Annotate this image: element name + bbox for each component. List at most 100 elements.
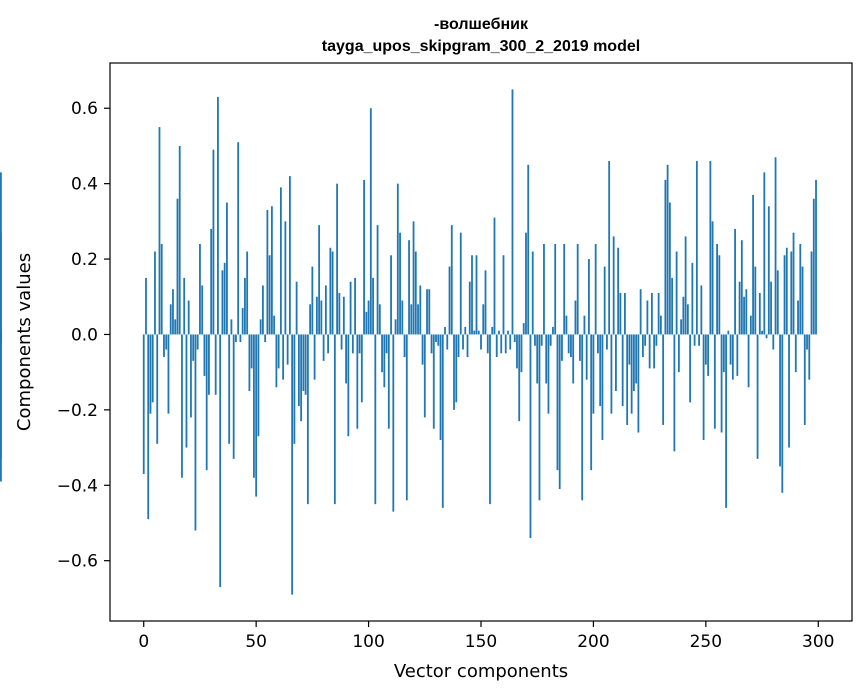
bar-29 [208, 334, 210, 395]
bar-16 [178, 145, 181, 335]
bar-11 [167, 334, 170, 414]
bar-158 [498, 330, 500, 335]
bar-6 [156, 334, 159, 444]
bar-34 [219, 334, 222, 588]
bar-178 [543, 243, 545, 335]
bar-185 [558, 334, 561, 490]
bar-236 [673, 334, 676, 452]
bar-125 [423, 334, 426, 418]
bar-88 [340, 334, 343, 350]
bar-79 [320, 300, 323, 335]
bar-290 [794, 334, 797, 373]
bar-115 [401, 300, 404, 335]
bar-92 [349, 281, 352, 335]
bar-40 [232, 334, 235, 459]
bar-279 [770, 281, 772, 335]
x-tick-label: 50 [245, 632, 267, 652]
bar-277 [765, 334, 768, 339]
bar-267 [743, 296, 745, 335]
bar-74 [309, 304, 312, 335]
bar-170 [525, 232, 527, 335]
bar-114 [399, 232, 401, 335]
bar-64 [286, 334, 289, 365]
bar-252 [709, 161, 712, 335]
bar-235 [671, 277, 674, 335]
bar-128 [430, 334, 433, 354]
bar-57 [270, 206, 273, 335]
bar-273 [756, 334, 759, 459]
bar-174 [534, 334, 536, 346]
bar-69 [297, 334, 300, 407]
bar-195 [581, 334, 584, 501]
bar-163 [509, 334, 512, 350]
bar-249 [702, 334, 705, 441]
bar-35 [221, 270, 224, 335]
bar-177 [540, 334, 543, 346]
y-tick-label: 0.0 [71, 325, 98, 345]
bar-287 [788, 334, 790, 448]
bar-95 [356, 334, 359, 429]
bar-254 [713, 334, 716, 429]
bar-99 [365, 311, 368, 335]
bar-137 [450, 225, 453, 335]
bar-63 [284, 221, 287, 335]
bar-244 [691, 262, 694, 335]
bar-127 [428, 289, 431, 335]
bar-224 [646, 300, 649, 335]
bar-280 [772, 334, 775, 350]
bar-192 [574, 300, 577, 335]
bar-203 [599, 334, 602, 407]
bar-undefined [0, 334, 2, 459]
bar-205 [603, 266, 606, 335]
bar-109 [387, 334, 390, 429]
bar-81 [324, 285, 327, 335]
bar-2 [147, 334, 150, 520]
bar-184 [556, 334, 559, 471]
bar-89 [342, 296, 345, 335]
bar-264 [736, 334, 739, 376]
bar-148 [475, 255, 478, 335]
bar-82 [327, 334, 329, 354]
bar-131 [437, 334, 440, 346]
bar-221 [639, 289, 642, 335]
bar-248 [700, 285, 703, 335]
y-tick-label: −0.2 [57, 401, 98, 421]
bar-1 [145, 277, 147, 335]
bar-101 [369, 108, 372, 335]
bar-90 [345, 334, 347, 384]
x-tick-label: 250 [690, 632, 722, 652]
bar-98 [363, 179, 365, 335]
bar-225 [648, 334, 651, 369]
bar-295 [806, 334, 808, 350]
y-tick-label: 0.2 [71, 250, 98, 270]
bar-266 [740, 240, 743, 335]
bar-123 [419, 285, 422, 335]
bar-73 [306, 334, 309, 505]
bar-65 [288, 176, 291, 335]
x-tick-label: 150 [465, 632, 497, 652]
bar-26 [201, 285, 204, 335]
bar-85 [333, 334, 336, 505]
bar-241 [684, 236, 687, 335]
bar-47 [248, 334, 251, 392]
bar-281 [774, 157, 777, 335]
bar-183 [554, 243, 557, 335]
bar-220 [637, 334, 640, 433]
bar-71 [302, 334, 305, 392]
x-tick-label: 200 [577, 632, 609, 652]
bar-251 [707, 334, 709, 376]
bar-246 [695, 161, 698, 335]
bar-9 [163, 334, 165, 358]
bar-51 [257, 334, 260, 437]
bar-191 [572, 334, 575, 384]
bar-238 [677, 334, 680, 373]
bar-10 [165, 334, 168, 350]
bar-239 [680, 319, 683, 335]
bar-294 [803, 334, 806, 425]
bar-157 [495, 334, 498, 358]
bar-176 [538, 334, 541, 501]
bar-54 [264, 334, 267, 342]
bar-27 [203, 334, 206, 376]
bar-133 [441, 334, 444, 508]
bar-141 [459, 232, 462, 335]
